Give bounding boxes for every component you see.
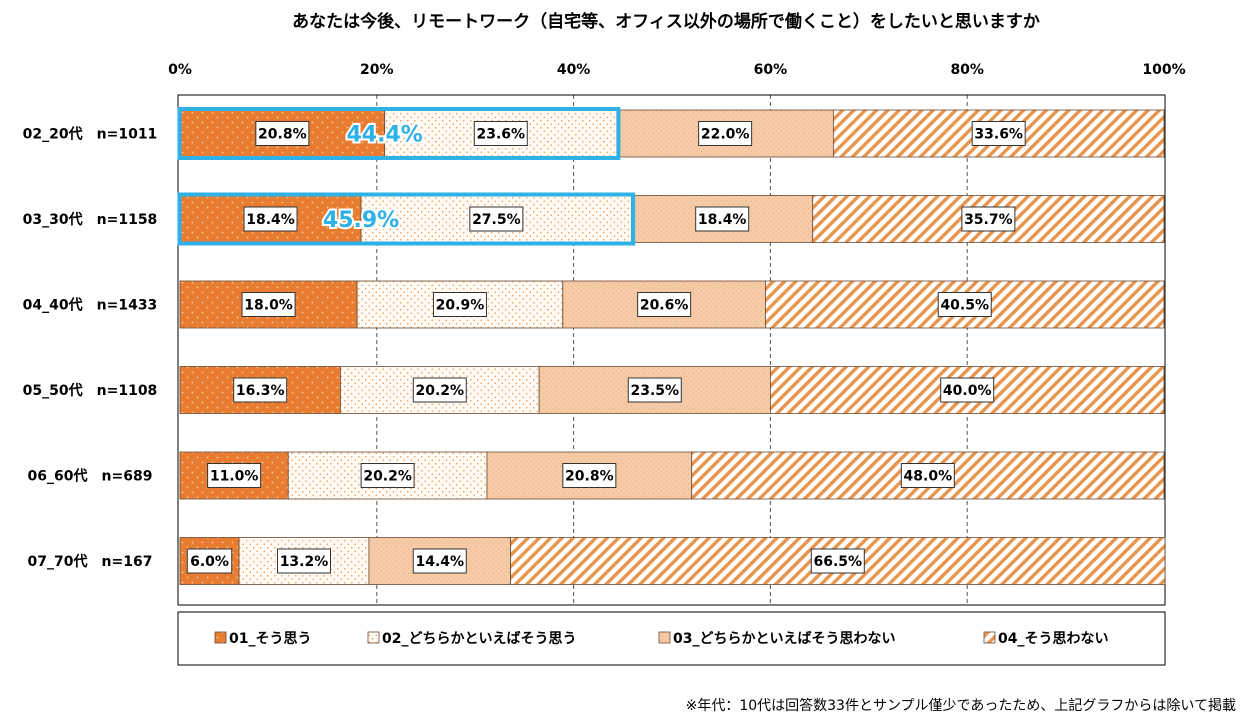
data-label-box <box>695 206 750 232</box>
data-label: 20.2% <box>363 469 412 485</box>
data-label-box <box>243 206 298 232</box>
data-label: 23.6% <box>476 127 525 143</box>
plot-frame <box>177 94 1166 606</box>
x-tick-label: 100% <box>1142 62 1185 78</box>
data-label: 20.8% <box>565 469 614 485</box>
category-label: 06_60代 n=689 <box>28 468 153 485</box>
legend-swatch <box>367 631 380 644</box>
legend-label: 02_どちらかといえばそう思う <box>382 631 576 647</box>
data-label: 18.4% <box>698 212 747 228</box>
data-label: 27.5% <box>472 212 521 228</box>
category-label: 05_50代 n=1108 <box>23 382 158 399</box>
highlight-box <box>177 107 621 160</box>
data-label-box <box>900 463 955 488</box>
legend-swatch <box>214 631 227 644</box>
data-label-box <box>241 292 296 317</box>
x-tick-label: 80% <box>950 62 984 78</box>
legend-swatch <box>983 631 996 644</box>
highlight-label: 44.4% <box>347 123 423 148</box>
data-label-box <box>412 548 467 574</box>
x-tick-label: 60% <box>754 62 788 78</box>
legend-label: 01_そう思う <box>229 631 311 647</box>
data-label-box <box>276 548 331 574</box>
data-label-box <box>469 206 524 232</box>
category-label: 04_40代 n=1433 <box>23 297 158 314</box>
data-label-box <box>810 548 865 574</box>
x-tick-label: 40% <box>557 62 591 78</box>
data-label: 18.0% <box>244 298 293 314</box>
footnote: ※年代：10代は回答数33件とサンプル僅少であったため、上記グラフからは除いて掲… <box>686 697 1236 714</box>
chart-title: あなたは今後、リモートワーク（自宅等、オフィス以外の場所で働くこと）をしたいと思… <box>292 11 1040 32</box>
data-label: 20.8% <box>258 127 307 143</box>
data-label: 20.6% <box>640 298 689 314</box>
data-label: 23.5% <box>630 383 679 399</box>
legend: 01_そう思う 02_どちらかといえばそう思う 03_どちらかといえばそう思わない 0… <box>214 631 1108 647</box>
highlight-label: 45.9% <box>323 208 399 233</box>
category-labels: 02_20代 n=1011 03_30代 n=1158 04_40代 n=1433 0… <box>23 126 158 571</box>
data-label: 35.7% <box>964 212 1013 228</box>
data-label: 20.9% <box>436 298 485 314</box>
data-label: 33.6% <box>974 127 1023 143</box>
data-label-box <box>961 206 1016 232</box>
data-label: 20.2% <box>415 383 464 399</box>
data-label-box <box>937 292 992 317</box>
data-label-box <box>432 292 487 317</box>
data-label: 22.0% <box>701 127 750 143</box>
data-label: 6.0% <box>190 554 229 570</box>
category-label: 07_70代 n=167 <box>28 553 153 570</box>
highlights: 44.4% 45.9% <box>177 107 636 246</box>
x-tick-label: 0% <box>168 62 192 78</box>
legend-frame <box>177 611 1166 666</box>
data-label: 14.4% <box>415 554 464 570</box>
data-label: 18.4% <box>246 212 295 228</box>
data-label-box <box>562 463 617 488</box>
data-label-box <box>255 121 310 146</box>
x-axis-ticks: 0% 20% 40% 60% 80% 100% <box>168 62 1186 78</box>
x-tick-label: 20% <box>360 62 394 78</box>
data-label: 16.3% <box>236 383 285 399</box>
highlight-box <box>177 192 636 246</box>
legend-label: 03_どちらかといえばそう思わない <box>673 631 895 647</box>
bars: 20.8% 23.6% 22.0% 33.6% 18.4% 27.5% 18.4% 35.7%… <box>179 109 1166 585</box>
category-label: 03_30代 n=1158 <box>23 211 158 228</box>
data-label-box <box>637 292 692 317</box>
data-label: 40.5% <box>940 298 989 314</box>
data-label-box <box>698 121 753 146</box>
data-label-box <box>360 463 415 488</box>
data-label-box <box>233 377 288 403</box>
data-label: 13.2% <box>280 554 329 570</box>
category-label: 02_20代 n=1011 <box>23 126 158 143</box>
data-label-box <box>940 377 995 403</box>
data-label-box <box>207 463 262 488</box>
data-label-box <box>971 121 1026 146</box>
data-label-box <box>473 121 528 146</box>
legend-label: 04_そう思わない <box>998 631 1108 647</box>
data-label: 66.5% <box>814 554 863 570</box>
gridlines <box>376 95 968 605</box>
data-label-box <box>186 548 233 574</box>
data-label: 48.0% <box>904 469 953 485</box>
legend-swatch <box>658 631 671 644</box>
data-label: 11.0% <box>210 469 259 485</box>
data-label-box <box>412 377 467 403</box>
data-label-box <box>627 377 682 403</box>
data-label: 40.0% <box>943 383 992 399</box>
